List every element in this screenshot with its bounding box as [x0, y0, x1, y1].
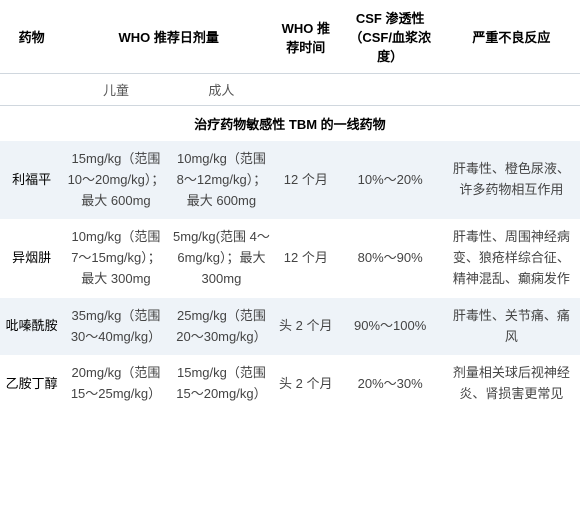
cell-csf: 10%～20%	[337, 141, 442, 219]
cell-duration: 头 2 个月	[274, 355, 337, 413]
cell-drug: 乙胺丁醇	[0, 355, 63, 413]
cell-duration: 头 2 个月	[274, 298, 337, 356]
section-title: 治疗药物敏感性 TBM 的一线药物	[0, 106, 580, 142]
cell-adverse: 肝毒性、周围神经病变、狼疮样综合征、精神混乱、癫痫发作	[443, 219, 580, 297]
cell-adverse: 肝毒性、关节痛、痛风	[443, 298, 580, 356]
cell-adult-dose: 15mg/kg（范围 15～20mg/kg）	[169, 355, 274, 413]
header-adverse: 严重不良反应	[443, 0, 580, 74]
tbm-drugs-table: 药物 WHO 推荐日剂量 WHO 推荐时间 CSF 渗透性（CSF/血浆浓度） …	[0, 0, 580, 413]
section-title-row: 治疗药物敏感性 TBM 的一线药物	[0, 106, 580, 142]
cell-csf: 90%～100%	[337, 298, 442, 356]
header-who-duration: WHO 推荐时间	[274, 0, 337, 74]
table-row: 异烟肼 10mg/kg（范围 7～15mg/kg）；最大 300mg 5mg/k…	[0, 219, 580, 297]
cell-child-dose: 10mg/kg（范围 7～15mg/kg）；最大 300mg	[63, 219, 168, 297]
cell-adverse: 肝毒性、橙色尿液、许多药物相互作用	[443, 141, 580, 219]
header-drug: 药物	[0, 0, 63, 74]
header-csf: CSF 渗透性（CSF/血浆浓度）	[337, 0, 442, 74]
cell-drug: 异烟肼	[0, 219, 63, 297]
cell-csf: 20%～30%	[337, 355, 442, 413]
table-subheader-row: 儿童 成人	[0, 74, 580, 106]
cell-child-dose: 15mg/kg（范围 10～20mg/kg）；最大 600mg	[63, 141, 168, 219]
cell-duration: 12 个月	[274, 141, 337, 219]
table-row: 乙胺丁醇 20mg/kg（范围 15～25mg/kg） 15mg/kg（范围 1…	[0, 355, 580, 413]
table-row: 利福平 15mg/kg（范围 10～20mg/kg）；最大 600mg 10mg…	[0, 141, 580, 219]
subheader-child: 儿童	[63, 74, 168, 106]
cell-adult-dose: 25mg/kg（范围 20～30mg/kg）	[169, 298, 274, 356]
cell-duration: 12 个月	[274, 219, 337, 297]
cell-drug: 利福平	[0, 141, 63, 219]
cell-adult-dose: 5mg/kg(范围 4～6mg/kg）；最大 300mg	[169, 219, 274, 297]
header-who-dose: WHO 推荐日剂量	[63, 0, 274, 74]
table-header-row: 药物 WHO 推荐日剂量 WHO 推荐时间 CSF 渗透性（CSF/血浆浓度） …	[0, 0, 580, 74]
cell-drug: 吡嗪酰胺	[0, 298, 63, 356]
subheader-adult: 成人	[169, 74, 274, 106]
table-row: 吡嗪酰胺 35mg/kg（范围 30～40mg/kg） 25mg/kg（范围 2…	[0, 298, 580, 356]
cell-adverse: 剂量相关球后视神经炎、肾损害更常见	[443, 355, 580, 413]
cell-child-dose: 20mg/kg（范围 15～25mg/kg）	[63, 355, 168, 413]
cell-csf: 80%～90%	[337, 219, 442, 297]
cell-child-dose: 35mg/kg（范围 30～40mg/kg）	[63, 298, 168, 356]
cell-adult-dose: 10mg/kg（范围 8～12mg/kg）；最大 600mg	[169, 141, 274, 219]
